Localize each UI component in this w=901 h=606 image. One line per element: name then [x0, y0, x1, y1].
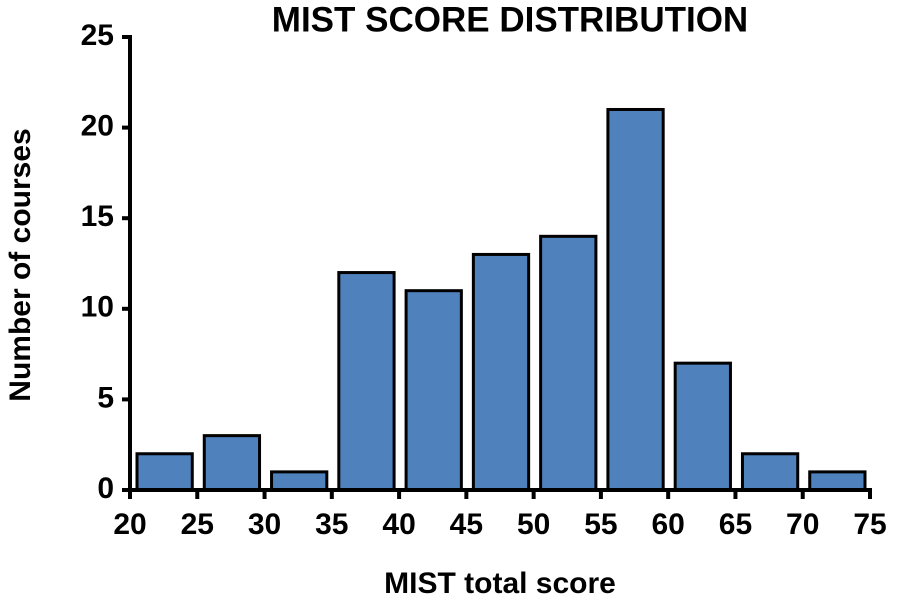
- x-tick-label: 30: [248, 508, 281, 541]
- y-tick-label: 25: [81, 19, 114, 52]
- bar: [404, 289, 463, 492]
- x-tick-label: 50: [517, 508, 550, 541]
- bar: [606, 107, 665, 492]
- x-tick-label: 35: [315, 508, 348, 541]
- bar: [539, 234, 598, 492]
- x-tick-label: 40: [382, 508, 415, 541]
- x-tick-label: 75: [853, 508, 886, 541]
- bar: [808, 470, 867, 492]
- bar: [471, 252, 531, 492]
- y-tick-label: 20: [81, 110, 114, 143]
- x-tick-label: 25: [181, 508, 214, 541]
- y-axis-label: Number of courses: [4, 128, 37, 401]
- x-tick-label: 70: [786, 508, 819, 541]
- x-tick-label: 55: [584, 508, 617, 541]
- x-tick-label: 20: [113, 508, 146, 541]
- bar: [270, 470, 329, 492]
- y-tick-label: 5: [97, 381, 114, 414]
- x-axis-label: MIST total score: [384, 567, 616, 600]
- bar: [740, 452, 800, 492]
- x-tick-label: 65: [719, 508, 752, 541]
- bar: [135, 452, 194, 492]
- x-tick-label: 45: [450, 508, 483, 541]
- bar: [673, 361, 732, 492]
- y-tick-label: 15: [81, 200, 114, 233]
- x-tick-label: 60: [651, 508, 684, 541]
- bar: [337, 271, 396, 492]
- y-tick-label: 0: [97, 472, 114, 505]
- y-tick-label: 10: [81, 291, 114, 324]
- chart-title: MIST SCORE DISTRIBUTION: [272, 0, 748, 39]
- bar: [202, 434, 262, 492]
